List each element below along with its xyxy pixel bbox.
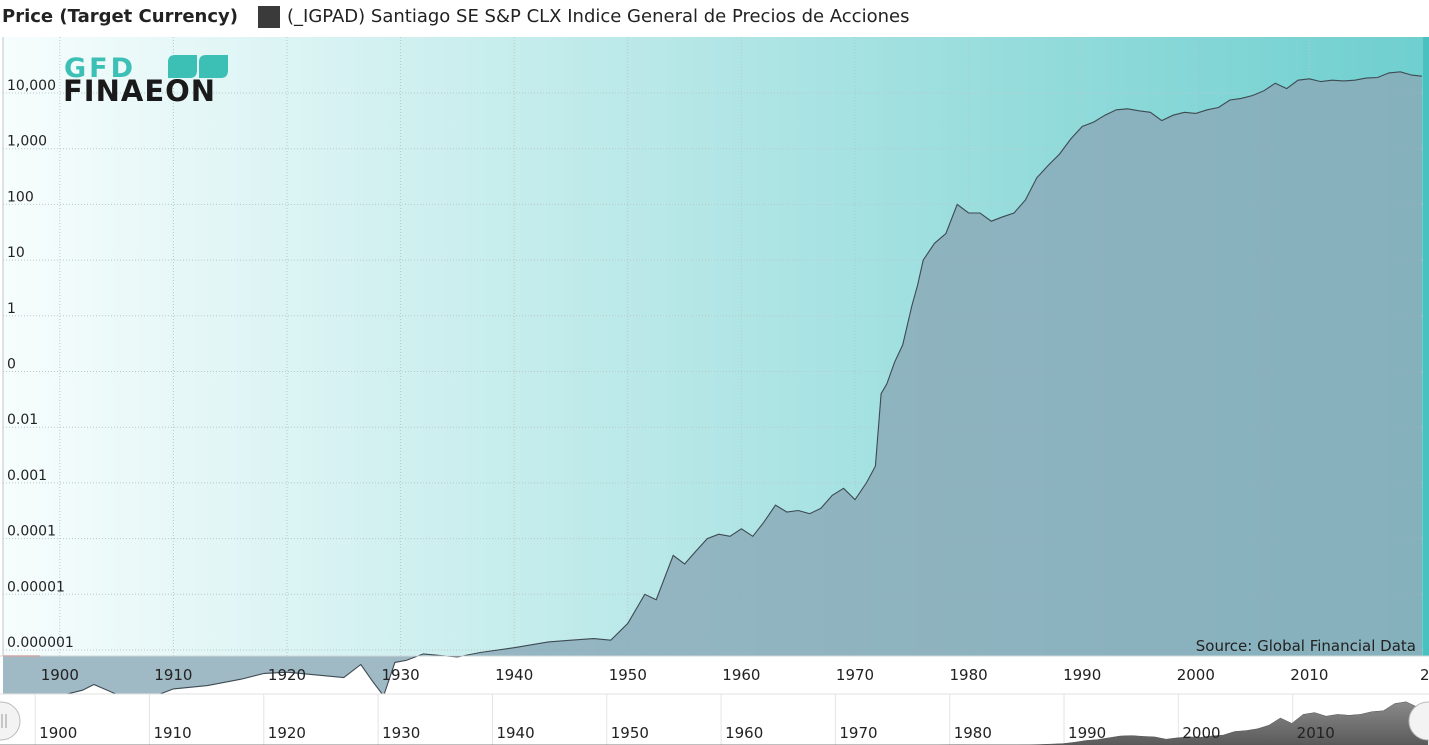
series-line[interactable] <box>2 71 1422 715</box>
x-tick-label: 2 <box>1420 666 1429 684</box>
chart-header: Price (Target Currency) (_IGPAD) Santiag… <box>0 0 1429 34</box>
legend-label[interactable]: (_IGPAD) Santiago SE S&P CLX Indice Gene… <box>287 6 910 27</box>
legend-swatch[interactable] <box>258 6 280 28</box>
y-axis-labels: 0.000001 0.00001 0.0001 0.001 0.01 0 1 10 100 1,0… <box>7 78 74 651</box>
x-tick-label: 2000 <box>1177 666 1215 684</box>
navigator[interactable]: 1900 1910 1920 1930 1940 1950 1960 1970 1980 1990… <box>0 693 1429 745</box>
x-tick-label: 1910 <box>154 666 192 684</box>
navigator-tick-label: 1970 <box>839 724 877 742</box>
x-tick-label: 1900 <box>41 666 79 684</box>
x-tick-label: 1940 <box>495 666 533 684</box>
y-tick-label: 100 <box>7 189 34 205</box>
x-tick-label: 1950 <box>609 666 647 684</box>
x-tick-label: 2010 <box>1290 666 1328 684</box>
navigator-tick-label: 1920 <box>268 724 306 742</box>
x-axis-labels: 1900 1910 1920 1930 1940 1950 1960 1970 1980 1990… <box>41 666 1429 684</box>
navigator-left-handle[interactable] <box>0 701 21 741</box>
y-tick-label: 1,000 <box>7 134 47 150</box>
navigator-tick-label: 1960 <box>725 724 763 742</box>
navigator-background <box>0 694 1429 745</box>
y-tick-label: 0 <box>7 357 16 373</box>
source-note: Source: Global Financial Data <box>1196 637 1416 655</box>
series-area <box>3 71 1422 715</box>
x-tick-label: 1970 <box>836 666 874 684</box>
chart-title: Price (Target Currency) <box>2 6 238 27</box>
y-tick-label: 0.0001 <box>7 524 56 540</box>
y-tick-label: 0.001 <box>7 468 47 484</box>
gfd-finaeon-logo: GFD FINAEON <box>63 53 228 108</box>
plot-right-edge <box>1423 37 1429 656</box>
navigator-tick-label: 1900 <box>39 724 77 742</box>
navigator-tick-label: 1930 <box>382 724 420 742</box>
y-tick-label: 10,000 <box>7 78 56 94</box>
x-tick-label: 1980 <box>950 666 988 684</box>
x-tick-label: 1990 <box>1063 666 1101 684</box>
navigator-tick-label: 1950 <box>611 724 649 742</box>
navigator-area <box>0 701 1429 745</box>
navigator-tick-label: 1980 <box>954 724 992 742</box>
y-tick-label: 10 <box>7 245 25 261</box>
y-tick-label: 0.00001 <box>7 579 65 595</box>
x-tick-label: 1930 <box>382 666 420 684</box>
x-tick-label: 1960 <box>722 666 760 684</box>
navigator-tick-label: 1910 <box>153 724 191 742</box>
logo-leaf-icon <box>168 55 197 78</box>
navigator-labels: 1900 1910 1920 1930 1940 1950 1960 1970 1980 1990… <box>39 724 1335 742</box>
logo-text-finaeon: FINAEON <box>63 74 216 108</box>
logo-leaf-icon-2 <box>199 55 228 78</box>
navigator-tick-label: 1940 <box>496 724 534 742</box>
navigator-tick-label: 2010 <box>1297 724 1335 742</box>
y-tick-label: 0.01 <box>7 412 38 428</box>
area-layer <box>0 71 1429 715</box>
y-tick-label: 1 <box>7 301 16 317</box>
x-tick-label: 1920 <box>268 666 306 684</box>
navigator-tick-label: 1990 <box>1068 724 1106 742</box>
navigator-tick-label: 2000 <box>1182 724 1220 742</box>
logo-text-gfd: GFD <box>64 53 136 84</box>
y-tick-label: 0.000001 <box>7 635 74 651</box>
navigator-right-handle[interactable] <box>1408 701 1429 741</box>
